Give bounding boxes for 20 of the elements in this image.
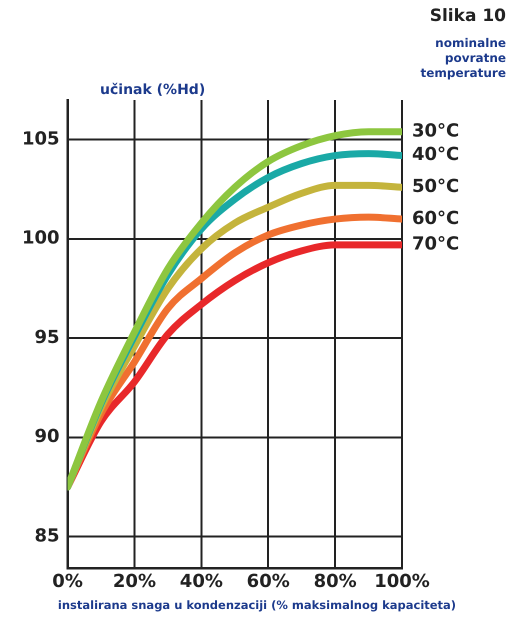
y-tick-label: 85 (34, 525, 60, 546)
text: Slika 10 (430, 6, 506, 26)
series-label: 50°C (412, 176, 460, 197)
y-tick-label: 100 (22, 228, 60, 249)
y-tick-label: 105 (22, 128, 60, 150)
series-label: 30°C (412, 120, 460, 142)
y-tick-label: 95 (34, 326, 60, 348)
series-label: 60°C (412, 208, 460, 229)
x-axis-title: instalirana snaga u kondenzaciji (% maksimalnog kapaciteta) (56, 598, 458, 612)
series-label: 70°C (412, 234, 460, 255)
legend-title: nominalne povratne temperature (420, 36, 506, 81)
y-tick-label: 90 (34, 426, 60, 448)
x-tick-label: 80% (314, 570, 357, 592)
x-tick-label: 60% (246, 570, 290, 592)
series-label: 40°C (412, 144, 460, 166)
x-tick-label: 40% (180, 570, 223, 592)
x-tick-label: 20% (112, 570, 156, 592)
x-tick-label: 0% (52, 570, 83, 592)
x-tick-label: 100% (374, 570, 430, 592)
y-axis-title: učinak (%Hd) (100, 82, 206, 98)
